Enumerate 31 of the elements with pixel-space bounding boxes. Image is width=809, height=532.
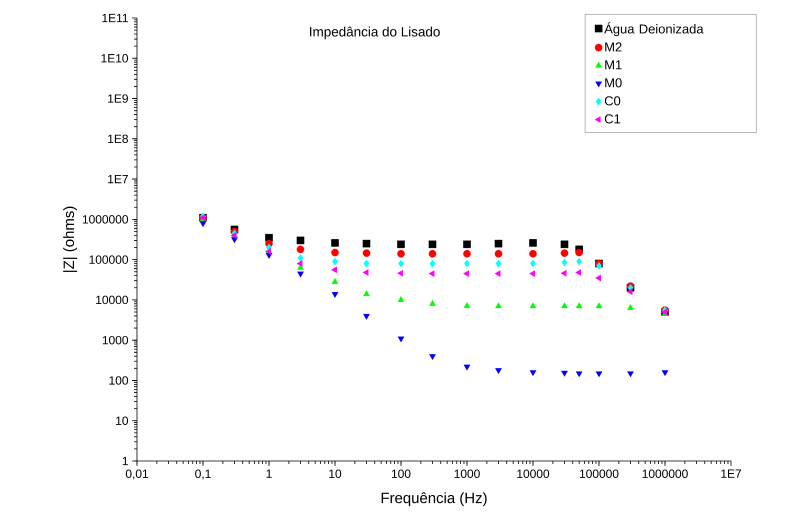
x-tick-label: 1000 [454,470,480,478]
legend-label: C0 [604,96,620,106]
legend-label: C1 [604,114,620,124]
x-tick-label: 10 [329,470,342,478]
x-tick-label: 0,1 [195,470,211,480]
y-tick-label: 1E7 [108,174,128,184]
y-tick-label: 1 [122,456,128,466]
y-axis-title: |Z| (ohms) [63,206,78,272]
x-tick-label: 10000 [517,470,550,478]
x-tick-label: 0,01 [126,470,148,480]
y-tick-label: 1000000 [82,215,128,224]
y-tick-label: 100000 [90,255,128,264]
legend-label: M1 [605,60,622,70]
y-tick-label: 100 [109,376,128,385]
x-axis-title: Frequência (Hz) [382,492,487,506]
legend-label: M0 [605,78,622,88]
x-tick-label: 100000 [580,470,618,478]
x-tick-label: 1E7 [721,470,742,478]
text: Impedância do Lisado [310,26,440,40]
y-tick-label: 1E9 [108,94,128,103]
y-tick-label: 10 [116,416,128,425]
y-tick-label: 1000 [102,336,128,344]
y-tick-label: 1E11 [102,14,128,22]
x-tick-label: 1 [266,470,272,478]
y-tick-label: 1E10 [101,54,128,62]
x-tick-label: 100 [392,470,411,478]
x-tick-label: 1000000 [642,470,688,478]
legend-label: M2 [605,42,622,52]
legend-label: Água Deionizada [604,22,704,36]
y-tick-label: 10000 [96,296,128,304]
y-tick-label: 1E8 [108,134,128,144]
